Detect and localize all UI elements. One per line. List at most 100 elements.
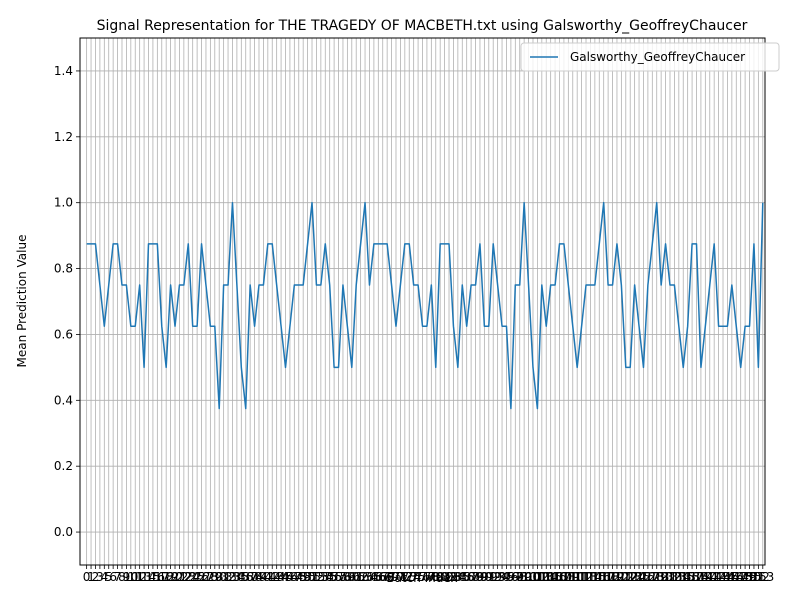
- x-tick-label: 147: [725, 570, 748, 584]
- series-line: [86, 201, 764, 410]
- x-tick-label: 64: [362, 570, 377, 584]
- y-axis-label: Mean Prediction Value: [15, 235, 29, 368]
- x-tick-label: 31: [216, 570, 231, 584]
- x-tick-label: 21: [172, 570, 187, 584]
- y-tick-label: 0.8: [54, 262, 73, 276]
- x-tick-label: 13: [136, 570, 151, 584]
- x-tick-label: 34: [229, 570, 244, 584]
- x-tick-label: 72: [397, 570, 412, 584]
- x-tick-label: 48: [291, 570, 306, 584]
- x-tick-label: 102: [526, 570, 549, 584]
- x-tick-label: 47: [287, 570, 302, 584]
- x-tick-label: 100: [517, 570, 540, 584]
- x-tick-label: 73: [402, 570, 417, 584]
- x-tick-label: 123: [619, 570, 642, 584]
- x-tick-label: 50: [300, 570, 315, 584]
- x-tick-label: 84: [450, 570, 465, 584]
- x-tick-label: 104: [535, 570, 558, 584]
- x-tick-label: 53: [313, 570, 328, 584]
- x-tick-label: 144: [712, 570, 735, 584]
- x-tick-label: 135: [672, 570, 695, 584]
- x-tick-label: 90: [477, 570, 492, 584]
- x-tick-label: 6: [109, 570, 117, 584]
- x-tick-label: 96: [503, 570, 518, 584]
- x-tick-label: 25: [189, 570, 204, 584]
- x-tick-label: 120: [605, 570, 628, 584]
- x-tick-label: 101: [522, 570, 545, 584]
- x-tick-label: 121: [610, 570, 633, 584]
- x-tick-label: 141: [698, 570, 721, 584]
- x-tick-label: 137: [681, 570, 704, 584]
- x-axis-ticks: 0123456789101112131415161718192021222324…: [83, 565, 774, 584]
- x-tick-label: 3: [96, 570, 104, 584]
- x-tick-label: 8: [118, 570, 126, 584]
- x-tick-label: 95: [499, 570, 514, 584]
- x-tick-label: 93: [490, 570, 505, 584]
- x-tick-label: 70: [388, 570, 403, 584]
- x-tick-label: 139: [689, 570, 712, 584]
- x-tick-label: 99: [517, 570, 532, 584]
- x-tick-label: 149: [734, 570, 757, 584]
- x-tick-label: 151: [742, 570, 765, 584]
- x-tick-label: 146: [720, 570, 743, 584]
- x-tick-label: 142: [703, 570, 726, 584]
- x-tick-label: 129: [645, 570, 668, 584]
- x-tick-label: 94: [494, 570, 509, 584]
- x-tick-label: 143: [707, 570, 730, 584]
- y-axis-ticks: 0.0 0.2 0.4 0.6 0.8 1.0 1.2 1.4: [54, 64, 80, 539]
- x-tick-label: 110: [561, 570, 584, 584]
- x-tick-label: 114: [579, 570, 602, 584]
- x-tick-label: 91: [481, 570, 496, 584]
- x-tick-label: 132: [659, 570, 682, 584]
- x-tick-label: 134: [667, 570, 690, 584]
- x-tick-label: 30: [212, 570, 227, 584]
- x-tick-label: 87: [463, 570, 478, 584]
- y-tick-label: 1.4: [54, 64, 73, 78]
- x-tick-label: 5: [105, 570, 113, 584]
- x-tick-label: 68: [380, 570, 395, 584]
- x-tick-label: 131: [654, 570, 677, 584]
- y-tick-label: 0.4: [54, 393, 73, 407]
- x-tick-label: 77: [419, 570, 434, 584]
- x-tick-label: 9: [123, 570, 131, 584]
- y-tick-label: 1.0: [54, 196, 73, 210]
- x-tick-label: 118: [597, 570, 620, 584]
- x-tick-label: 80: [433, 570, 448, 584]
- x-tick-label: 26: [194, 570, 209, 584]
- x-tick-label: 128: [641, 570, 664, 584]
- y-gridlines: [80, 70, 765, 533]
- x-tick-label: 127: [636, 570, 659, 584]
- legend-box: [520, 42, 780, 72]
- x-tick-label: 122: [614, 570, 637, 584]
- x-tick-label: 66: [371, 570, 386, 584]
- x-tick-label: 45: [278, 570, 293, 584]
- x-tick-label: 11: [128, 570, 143, 584]
- chart-title: Signal Representation for THE TRAGEDY OF…: [97, 18, 748, 34]
- x-tick-label: 67: [375, 570, 390, 584]
- x-tick-label: 78: [424, 570, 439, 584]
- x-tick-label: 117: [592, 570, 615, 584]
- x-tick-label: 33: [225, 570, 240, 584]
- x-tick-label: 81: [437, 570, 452, 584]
- x-tick-label: 27: [198, 570, 213, 584]
- x-tick-label: 103: [530, 570, 553, 584]
- x-tick-label: 51: [304, 570, 319, 584]
- x-tick-label: 28: [203, 570, 218, 584]
- series-layer: [86, 201, 764, 410]
- x-tick-label: 136: [676, 570, 699, 584]
- x-tick-label: 125: [628, 570, 651, 584]
- x-tick-label: 58: [335, 570, 350, 584]
- x-tick-label: 36: [238, 570, 253, 584]
- x-tick-label: 82: [441, 570, 456, 584]
- x-tick-label: 152: [747, 570, 770, 584]
- x-tick-label: 61: [349, 570, 364, 584]
- x-tick-label: 22: [176, 570, 191, 584]
- x-tick-label: 41: [260, 570, 275, 584]
- x-tick-label: 148: [729, 570, 752, 584]
- x-tick-label: 130: [650, 570, 673, 584]
- x-tick-label: 14: [141, 570, 156, 584]
- x-tick-label: 88: [468, 570, 483, 584]
- x-tick-label: 97: [508, 570, 523, 584]
- x-tick-label: 79: [428, 570, 443, 584]
